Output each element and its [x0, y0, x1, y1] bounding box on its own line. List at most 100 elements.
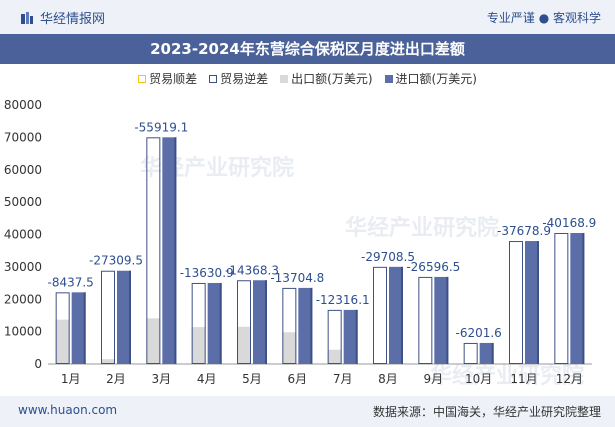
data-label: -55919.1: [134, 120, 188, 134]
import-bar-edge: [491, 342, 494, 364]
top-banner: 华经情报网 专业严谨 ● 客观科学: [0, 0, 615, 34]
chart-area: 0 10000 20000 30000 40000 50000 60000 70000 8000…: [4, 98, 596, 386]
y-tick-label: 50000: [4, 195, 42, 209]
import-bar-edge: [582, 232, 585, 364]
export-bar: [237, 326, 251, 364]
deficit-outline-bar: [418, 276, 433, 364]
data-label: -6201.6: [456, 326, 502, 340]
legend-label-deficit: 贸易逆差: [220, 72, 269, 86]
x-tick-label: 11月: [510, 372, 537, 386]
export-bar: [282, 332, 297, 364]
import-bar: [253, 280, 267, 364]
brand-name: 华经情报网: [40, 12, 106, 27]
x-tick-label: 3月: [152, 372, 172, 386]
x-tick-label: 8月: [378, 372, 398, 386]
import-bar-edge: [129, 270, 131, 364]
chart-title: 2023-2024年东营综合保税区月度进出口差额: [150, 40, 465, 58]
import-bar: [117, 270, 131, 364]
data-label: -26596.5: [406, 260, 460, 274]
footer-site: www.huaon.com: [18, 403, 118, 417]
y-tick-label: 40000: [4, 228, 42, 242]
footer-source: 数据来源：中国海关，华经产业研究院整理: [372, 405, 601, 419]
import-bar: [525, 241, 539, 364]
brand-logo-icon: [21, 11, 33, 24]
y-tick-label: 10000: [4, 325, 42, 339]
data-label: -13630.9: [180, 266, 234, 280]
x-tick-label: 5月: [242, 372, 262, 386]
import-bar: [162, 137, 177, 364]
export-bar: [55, 319, 70, 364]
legend-item-surplus: 贸易顺差: [138, 70, 197, 87]
import-bar: [434, 276, 449, 364]
tagline: 专业严谨 ● 客观科学: [486, 11, 601, 25]
y-tick-label: 70000: [4, 130, 42, 144]
deficit-outline-bar: [237, 280, 251, 364]
y-tick-label: 80000: [4, 98, 42, 112]
import-bar-edge: [83, 292, 86, 364]
export-bar: [327, 349, 342, 364]
deficit-outline-bar: [101, 270, 115, 365]
y-tick-label: 30000: [4, 260, 42, 274]
data-label: -27309.5: [89, 254, 143, 268]
legend-swatch-surplus: [138, 74, 147, 83]
import-bar: [343, 309, 358, 364]
title-bar: 2023-2024年东营综合保税区月度进出口差额: [0, 34, 615, 64]
data-label: -13704.8: [270, 271, 324, 285]
data-label: -29708.5: [361, 250, 415, 264]
import-bar: [479, 342, 494, 364]
deficit-outline-bar: [327, 309, 342, 364]
import-bar-edge: [401, 266, 403, 364]
x-tick-label: 12月: [556, 372, 583, 386]
legend-item-import: 进口额(万美元): [384, 70, 477, 87]
x-tick-label: 7月: [333, 372, 353, 386]
import-bar: [71, 292, 86, 364]
import-bar-edge: [174, 137, 177, 364]
legend-label-import: 进口额(万美元): [395, 72, 477, 86]
import-bar-edge: [537, 241, 539, 364]
y-tick-label: 20000: [4, 292, 42, 306]
legend-label-export: 出口额(万美元): [291, 72, 373, 86]
import-bar-edge: [310, 287, 313, 364]
footer: www.huaon.com 数据来源：中国海关，华经产业研究院整理: [0, 396, 615, 427]
import-bar: [570, 232, 585, 364]
export-bar: [101, 359, 115, 364]
data-label: -12316.1: [316, 293, 370, 307]
legend-item-deficit: 贸易逆差: [209, 70, 268, 87]
data-label: -14368.3: [225, 263, 279, 277]
y-tick-label: 0: [34, 357, 42, 371]
deficit-outline-bar: [55, 292, 70, 364]
deficit-outline-bar: [554, 232, 569, 364]
deficit-outline-bar: [373, 266, 387, 364]
watermark: 华经产业研究院: [430, 364, 585, 389]
import-bar-edge: [446, 276, 449, 364]
x-tick-label: 6月: [288, 372, 308, 386]
deficit-outline-bar: [191, 282, 206, 364]
legend-label-surplus: 贸易顺差: [149, 72, 198, 86]
deficit-outline-bar: [509, 241, 523, 364]
brand: 华经情报网: [20, 8, 105, 27]
legend-swatch-export: [280, 74, 289, 83]
deficit-outline-bar: [146, 137, 161, 364]
x-tick-label: 2月: [106, 372, 126, 386]
import-bar: [207, 282, 222, 364]
legend: 贸易顺差 贸易逆差 出口额(万美元) 进口额(万美元): [0, 70, 615, 87]
import-bar-edge: [219, 282, 222, 364]
x-tick-label: 10月: [465, 372, 492, 386]
import-bar-edge: [355, 309, 358, 364]
deficit-outline-bar: [463, 342, 478, 365]
deficit-outline-bar: [282, 287, 297, 364]
x-tick-label: 1月: [61, 372, 81, 386]
x-tick-label: 4月: [197, 372, 217, 386]
y-tick-label: 60000: [4, 163, 42, 177]
data-label: -8437.5: [48, 275, 94, 289]
export-bar: [191, 327, 206, 364]
legend-swatch-import: [384, 74, 393, 83]
import-bar: [389, 266, 403, 364]
data-label: -37678.9: [497, 224, 551, 238]
legend-item-export: 出口额(万美元): [280, 70, 373, 87]
data-label: -40168.9: [542, 216, 596, 230]
watermark: 华经产业研究院: [345, 216, 500, 241]
legend-swatch-deficit: [209, 74, 218, 83]
import-bar-edge: [265, 280, 267, 364]
import-bar: [298, 287, 313, 364]
